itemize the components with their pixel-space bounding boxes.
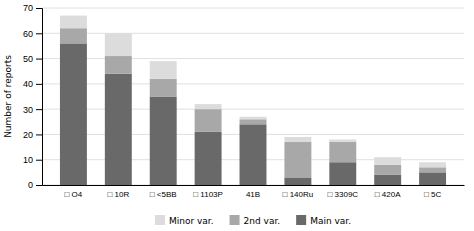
bar	[419, 167, 446, 172]
tick: □ O4	[65, 190, 83, 199]
bar	[374, 175, 401, 185]
tick: 50	[23, 54, 42, 64]
bar	[419, 162, 446, 167]
bar	[419, 172, 446, 185]
tick-label: 0	[28, 180, 33, 190]
bar	[374, 165, 401, 175]
tick: 30	[23, 105, 42, 115]
tick: □ 5C	[424, 190, 442, 199]
legend-swatch	[296, 215, 306, 225]
axis-line	[43, 185, 465, 186]
grid-line	[42, 8, 464, 9]
tick-label: 41B	[246, 190, 260, 199]
plot: 0 10 20 30 40 50 60 70 □ O4 □ 10R □ <5BB □ 1103P 41B…	[23, 3, 465, 198]
tick-label: □ <5BB	[150, 190, 177, 199]
bar	[329, 142, 356, 162]
grid	[42, 8, 464, 185]
bar	[105, 33, 132, 56]
bar	[240, 119, 267, 124]
legend-item: Minor var.	[155, 215, 214, 226]
tick-mark	[36, 59, 42, 60]
legend-swatch	[230, 215, 240, 225]
bar	[240, 117, 267, 120]
tick-mark	[36, 109, 42, 110]
bar	[150, 97, 177, 186]
tick-label: 40	[23, 79, 33, 89]
legend-swatch	[155, 215, 165, 225]
bar	[329, 162, 356, 185]
tick-label: □ 3309C	[327, 190, 358, 199]
tick-label: □ 5C	[424, 190, 442, 199]
tick-label: 50	[23, 54, 33, 64]
bar	[105, 56, 132, 74]
bar	[60, 16, 87, 29]
bars	[60, 16, 446, 185]
bar	[240, 124, 267, 185]
bar	[284, 177, 311, 185]
series	[60, 16, 446, 168]
tick: □ <5BB	[150, 190, 177, 199]
bar	[374, 157, 401, 165]
tick-label: 60	[23, 29, 33, 39]
tick-label: 10	[23, 155, 33, 165]
tick-label: □ 140Ru	[283, 190, 314, 199]
bar	[105, 74, 132, 185]
tick-mark	[36, 134, 42, 135]
axis-line	[36, 9, 43, 186]
tick: 20	[23, 130, 42, 140]
tick: 10	[23, 155, 42, 165]
legend-item: Main var.	[296, 215, 351, 226]
bar	[195, 132, 222, 185]
tick: □ 10R	[107, 190, 129, 199]
legend-label: 2nd var.	[244, 216, 281, 226]
tick-label: □ 420A	[375, 190, 401, 199]
bar	[329, 139, 356, 142]
tick-mark	[36, 33, 42, 34]
bar	[195, 109, 222, 132]
tick: □ 140Ru	[283, 190, 314, 199]
bar	[60, 28, 87, 43]
bar	[60, 43, 87, 185]
tick: 70	[23, 3, 42, 13]
tick: 40	[23, 79, 42, 89]
tick-mark	[36, 8, 42, 9]
tick: □ 1103P	[193, 190, 223, 199]
tick-label: □ 10R	[107, 190, 129, 199]
legend-label: Main var.	[310, 216, 351, 226]
bar	[195, 104, 222, 109]
tick: 41B	[246, 190, 260, 199]
tick-label: 30	[23, 105, 33, 115]
y-axis: 0 10 20 30 40 50 60 70	[23, 3, 43, 190]
legend: Minor var. 2nd var. Main var.	[155, 215, 351, 226]
axis-title: Number of reports	[3, 55, 13, 138]
tick: 0	[28, 180, 42, 190]
legend-item: 2nd var.	[230, 215, 281, 226]
bar	[150, 79, 177, 97]
x-axis: □ O4 □ 10R □ <5BB □ 1103P 41B □ 140Ru □ 3309C □…	[43, 186, 465, 199]
tick-label: 20	[23, 130, 33, 140]
tick: □ 3309C	[327, 190, 358, 199]
bar	[150, 61, 177, 79]
legend-label: Minor var.	[169, 216, 214, 226]
tick-mark	[36, 84, 42, 85]
tick-mark	[36, 185, 42, 186]
chart: 0 10 20 30 40 50 60 70 □ O4 □ 10R □ <5BB □ 1103P 41B…	[0, 0, 474, 231]
bar	[284, 142, 311, 177]
tick-label: 70	[23, 3, 33, 13]
series	[60, 28, 446, 177]
tick-label: □ O4	[65, 190, 83, 199]
tick-mark	[36, 160, 42, 161]
tick: □ 420A	[375, 190, 401, 199]
series	[60, 43, 446, 185]
bar	[284, 137, 311, 142]
tick-label: □ 1103P	[193, 190, 223, 199]
tick: 60	[23, 29, 42, 39]
